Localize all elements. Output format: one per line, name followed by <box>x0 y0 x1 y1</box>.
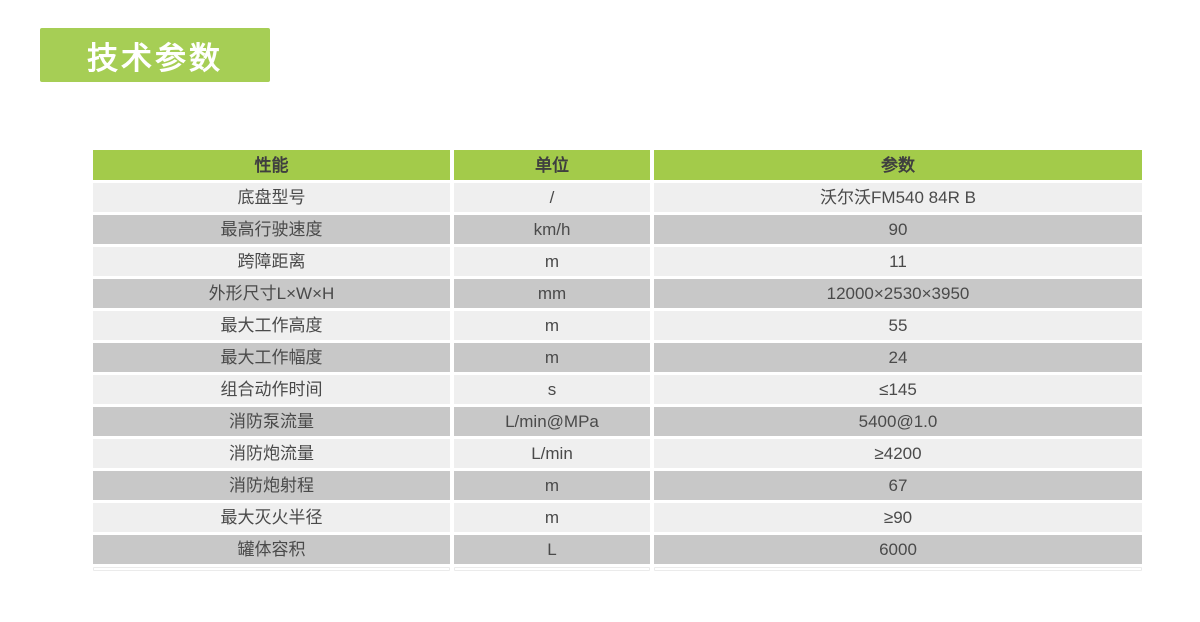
spec-value: ≥90 <box>654 503 1142 532</box>
spec-value: 沃尔沃FM540 84R B <box>654 183 1142 212</box>
spec-table: 性能 单位 参数 底盘型号 / 沃尔沃FM540 84R B 最高行驶速度 km… <box>93 150 1142 571</box>
spec-name: 最大工作高度 <box>93 311 450 340</box>
spec-unit: m <box>454 247 650 276</box>
section-title-badge: 技术参数 <box>40 28 270 82</box>
spec-value: 11 <box>654 247 1142 276</box>
spec-value: 90 <box>654 215 1142 244</box>
spec-name: 消防炮射程 <box>93 471 450 500</box>
table-footer-outline <box>93 567 1142 571</box>
spec-value: 5400@1.0 <box>654 407 1142 436</box>
spec-value: ≥4200 <box>654 439 1142 468</box>
spec-name: 最高行驶速度 <box>93 215 450 244</box>
spec-name: 最大工作幅度 <box>93 343 450 372</box>
spec-unit: km/h <box>454 215 650 244</box>
spec-value: 55 <box>654 311 1142 340</box>
spec-unit: m <box>454 343 650 372</box>
spec-value: 6000 <box>654 535 1142 564</box>
spec-unit: mm <box>454 279 650 308</box>
spec-name: 组合动作时间 <box>93 375 450 404</box>
spec-name: 底盘型号 <box>93 183 450 212</box>
header-parameter: 参数 <box>654 150 1142 180</box>
spec-name: 最大灭火半径 <box>93 503 450 532</box>
header-unit: 单位 <box>454 150 650 180</box>
spec-name: 罐体容积 <box>93 535 450 564</box>
footer-outline-cell <box>654 567 1142 571</box>
spec-unit: s <box>454 375 650 404</box>
spec-value: 67 <box>654 471 1142 500</box>
spec-unit: L/min <box>454 439 650 468</box>
spec-unit: m <box>454 311 650 340</box>
spec-unit: m <box>454 471 650 500</box>
spec-name: 外形尺寸L×W×H <box>93 279 450 308</box>
spec-value: ≤145 <box>654 375 1142 404</box>
spec-unit: m <box>454 503 650 532</box>
spec-name: 消防泵流量 <box>93 407 450 436</box>
spec-value: 24 <box>654 343 1142 372</box>
spec-unit: L <box>454 535 650 564</box>
section-title: 技术参数 <box>87 40 223 76</box>
spec-table-grid: 性能 单位 参数 底盘型号 / 沃尔沃FM540 84R B 最高行驶速度 km… <box>93 150 1142 564</box>
header-performance: 性能 <box>93 150 450 180</box>
spec-unit: L/min@MPa <box>454 407 650 436</box>
footer-outline-cell <box>93 567 450 571</box>
spec-name: 跨障距离 <box>93 247 450 276</box>
footer-outline-cell <box>454 567 650 571</box>
spec-unit: / <box>454 183 650 212</box>
spec-name: 消防炮流量 <box>93 439 450 468</box>
spec-value: 12000×2530×3950 <box>654 279 1142 308</box>
